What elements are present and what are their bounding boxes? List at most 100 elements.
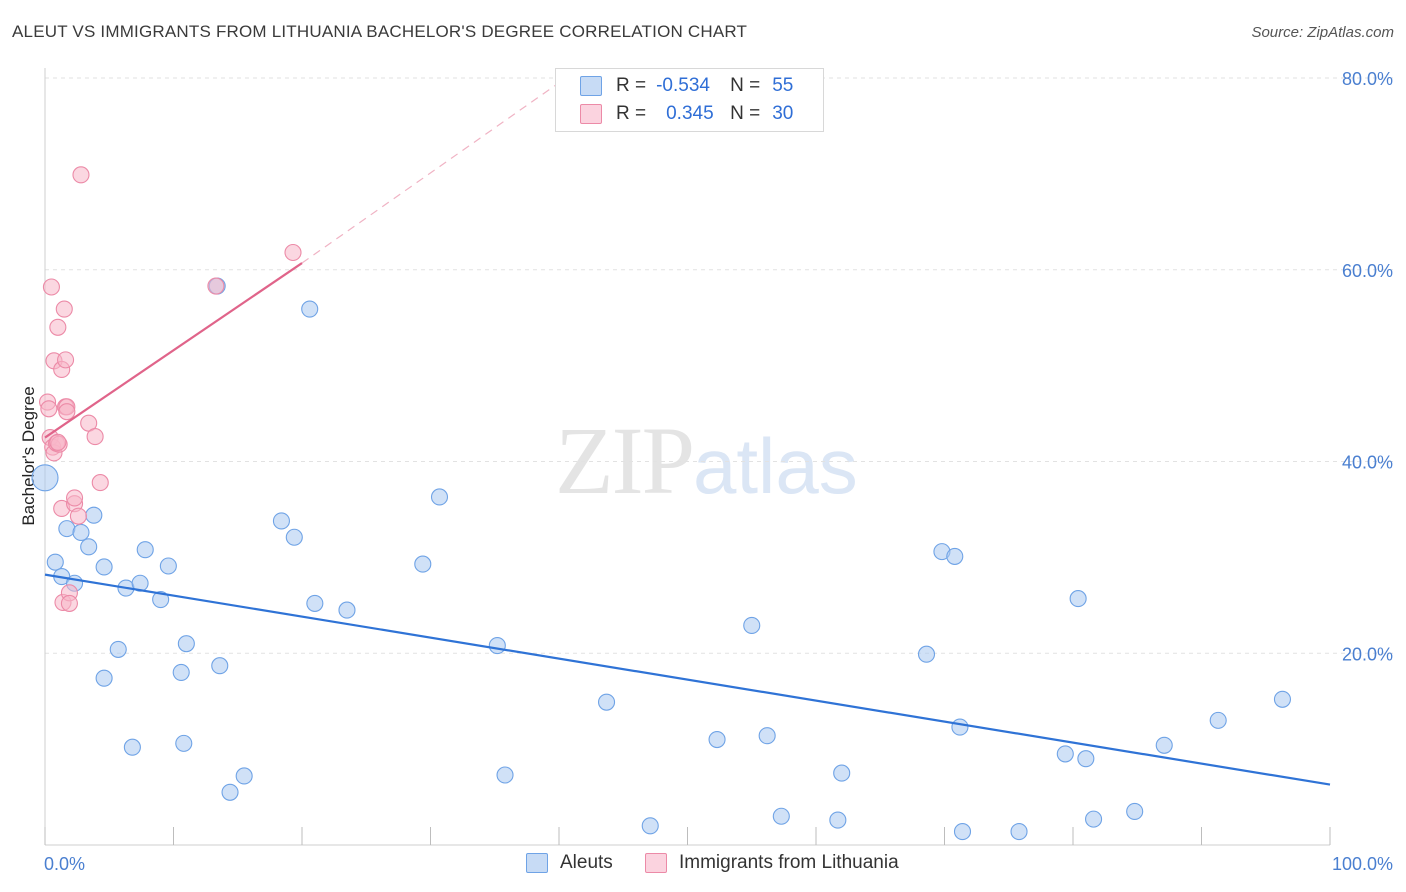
data-point-aleuts bbox=[488, 637, 506, 655]
legend-r-value: 0.345 bbox=[666, 103, 714, 124]
data-point-aleuts bbox=[708, 730, 726, 749]
data-point-aleuts bbox=[772, 807, 790, 825]
data-point-aleuts bbox=[1209, 711, 1227, 729]
data-point-lithuania bbox=[49, 433, 67, 451]
legend-r-label: R = bbox=[616, 103, 647, 124]
data-point-aleuts bbox=[1155, 736, 1173, 754]
watermark-zip: ZIP bbox=[555, 407, 695, 514]
data-point-aleuts bbox=[430, 488, 449, 506]
y-tick-label: 60.0% bbox=[1342, 261, 1393, 281]
data-point-aleuts bbox=[833, 764, 851, 782]
legend-swatch-aleuts bbox=[580, 76, 602, 96]
data-point-aleuts bbox=[80, 538, 98, 556]
data-point-lithuania bbox=[49, 318, 67, 336]
data-point-lithuania bbox=[58, 403, 76, 421]
y-tick-label: 20.0% bbox=[1342, 644, 1393, 664]
data-point-lithuania bbox=[69, 507, 87, 525]
legend-n-label: N = bbox=[730, 75, 761, 96]
legend-n-value: 55 bbox=[772, 75, 794, 96]
data-point-lithuania bbox=[284, 243, 302, 262]
data-point-aleuts bbox=[641, 817, 659, 835]
data-point-lithuania bbox=[40, 400, 58, 418]
data-point-lithuania bbox=[42, 278, 60, 296]
data-point-aleuts bbox=[285, 528, 303, 546]
data-point-aleuts bbox=[306, 594, 324, 612]
data-point-aleuts bbox=[136, 541, 154, 559]
data-point-aleuts bbox=[221, 783, 239, 801]
data-point-aleuts bbox=[829, 811, 847, 829]
bottom-legend-item-lithuania: Immigrants from Lithuania bbox=[645, 852, 899, 874]
data-point-aleuts bbox=[1273, 690, 1292, 708]
source-label: Source: ZipAtlas.com bbox=[1251, 24, 1394, 41]
data-point-aleuts bbox=[1077, 750, 1095, 768]
data-point-aleuts bbox=[95, 558, 113, 576]
data-point-lithuania bbox=[86, 428, 104, 446]
data-point-aleuts bbox=[46, 553, 64, 571]
y-tick-label: 80.0% bbox=[1342, 69, 1393, 89]
bottom-legend-swatch-lithuania bbox=[645, 853, 667, 873]
legend-row-lithuania: R = 0.345 N = 30 bbox=[580, 100, 793, 128]
data-point-aleuts bbox=[58, 520, 76, 538]
legend-r-label: R = bbox=[616, 75, 647, 96]
data-point-lithuania bbox=[60, 594, 78, 612]
data-point-lithuania bbox=[66, 489, 84, 507]
data-point-aleuts bbox=[85, 506, 103, 524]
legend-swatch-lithuania bbox=[580, 104, 602, 124]
y-axis-label: Bachelor's Degree bbox=[19, 386, 38, 525]
data-point-aleuts bbox=[235, 767, 253, 785]
data-point-lithuania bbox=[57, 351, 75, 369]
data-point-aleuts bbox=[758, 727, 776, 745]
data-point-lithuania bbox=[55, 300, 73, 318]
bottom-legend-swatch-aleuts bbox=[526, 853, 548, 873]
data-point-aleuts bbox=[414, 555, 432, 573]
chart-title: ALEUT VS IMMIGRANTS FROM LITHUANIA BACHE… bbox=[12, 22, 748, 41]
data-point-aleuts bbox=[917, 645, 936, 663]
data-point-aleuts bbox=[1085, 810, 1103, 828]
bottom-legend-label: Aleuts bbox=[560, 852, 613, 873]
data-point-aleuts bbox=[211, 657, 229, 675]
data-point-aleuts bbox=[946, 547, 964, 565]
legend-n-value: 30 bbox=[772, 103, 794, 124]
y-tick-label: 40.0% bbox=[1342, 453, 1393, 473]
data-point-lithuania bbox=[72, 166, 90, 184]
data-point-aleuts bbox=[301, 300, 319, 318]
watermark: ZIPatlas bbox=[555, 405, 858, 516]
data-point-aleuts bbox=[109, 640, 127, 658]
correlation-legend: R = -0.534 N = 55 R = 0.345 N = 30 bbox=[555, 68, 824, 132]
data-point-aleuts bbox=[951, 718, 969, 736]
data-point-aleuts bbox=[1056, 745, 1074, 763]
trendline-aleuts bbox=[44, 573, 1331, 786]
data-point-aleuts bbox=[159, 557, 177, 575]
data-point-aleuts bbox=[1069, 590, 1087, 608]
x-tick-label: 0.0% bbox=[44, 854, 85, 874]
trendline-extension bbox=[301, 82, 560, 264]
data-point-aleuts bbox=[953, 823, 972, 841]
data-point-aleuts bbox=[152, 591, 170, 609]
bottom-legend-label: Immigrants from Lithuania bbox=[679, 852, 899, 873]
data-point-aleuts bbox=[1126, 802, 1144, 820]
data-point-aleuts bbox=[72, 523, 90, 541]
legend-row-aleuts: R = -0.534 N = 55 bbox=[580, 72, 793, 100]
legend-n-label: N = bbox=[730, 103, 761, 124]
trendline-lithuania bbox=[44, 262, 303, 439]
x-tick-label: 100.0% bbox=[1332, 854, 1393, 874]
data-point-aleuts bbox=[31, 464, 59, 492]
data-point-lithuania bbox=[207, 277, 225, 295]
data-point-aleuts bbox=[172, 663, 190, 681]
data-point-aleuts bbox=[177, 635, 195, 653]
data-point-aleuts bbox=[338, 601, 356, 619]
bottom-legend-item-aleuts: Aleuts bbox=[526, 852, 613, 874]
data-point-aleuts bbox=[272, 512, 290, 530]
watermark-atlas: atlas bbox=[693, 422, 858, 510]
data-point-aleuts bbox=[123, 738, 141, 756]
data-point-lithuania bbox=[91, 474, 109, 492]
data-point-aleuts bbox=[496, 766, 514, 784]
data-point-aleuts bbox=[597, 693, 616, 711]
data-point-aleuts bbox=[95, 669, 113, 687]
bottom-legend: Aleuts Immigrants from Lithuania bbox=[0, 852, 1406, 878]
data-point-aleuts bbox=[175, 734, 193, 752]
data-point-aleuts bbox=[1010, 823, 1028, 841]
data-point-aleuts bbox=[743, 616, 761, 634]
legend-r-value: -0.534 bbox=[656, 75, 710, 96]
